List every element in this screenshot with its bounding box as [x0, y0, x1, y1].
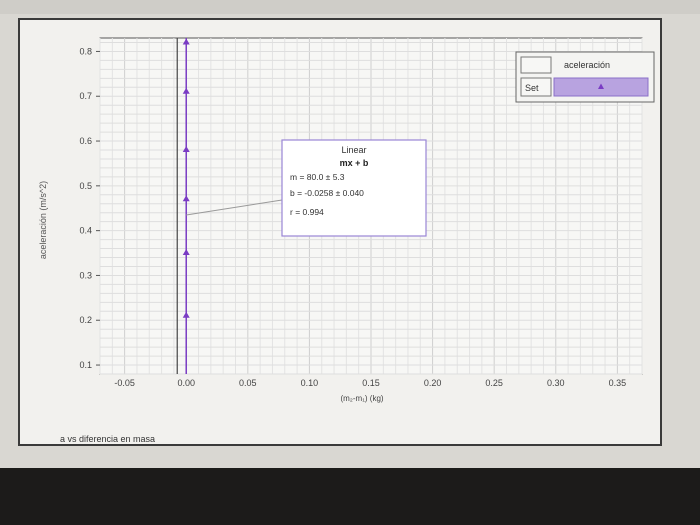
chart-svg: 0.1 0.2 0.3 0.4 0.5 0.6 0.7 0.8 -0.05 0.00 0.05 0.1… [38, 37, 655, 403]
y-tick-label: 0.6 [79, 136, 92, 146]
fit-r: r = 0.994 [290, 207, 324, 217]
x-tick-label: 0.30 [547, 378, 565, 388]
y-tick-label: 0.2 [79, 315, 92, 325]
x-tick-label: 0.35 [609, 378, 627, 388]
data-point [182, 87, 190, 94]
y-tick-label: 0.5 [79, 181, 92, 191]
x-axis-title: (m₂-m₁) (kg) [340, 394, 383, 403]
data-point [182, 195, 190, 202]
x-tick-label: 0.15 [362, 378, 380, 388]
legend-set-cell [520, 77, 552, 97]
legend-set-label: Set [525, 83, 539, 93]
x-tick-label: 0.00 [177, 378, 195, 388]
fit-equation: mx + b [340, 158, 369, 168]
fit-m: m = 80.0 ± 5.3 [290, 172, 345, 182]
data-point [182, 249, 190, 256]
y-axis-title: aceleración (m/s^2) [38, 181, 48, 259]
legend-color-swatch [520, 56, 552, 74]
x-tick-label: -0.05 [114, 378, 135, 388]
photo-bottom-edge [0, 468, 700, 525]
chart-footer-label: a vs diferencia en masa [60, 434, 156, 444]
fit-title: Linear [341, 145, 366, 155]
y-tick-label: 0.7 [79, 91, 92, 101]
fit-box [281, 139, 427, 237]
x-tick-label: 0.25 [485, 378, 503, 388]
legend-header: aceleración [564, 60, 610, 70]
x-tick-label: 0.10 [301, 378, 319, 388]
y-tick-label: 0.1 [79, 360, 92, 370]
x-tick-label: 0.20 [424, 378, 442, 388]
data-point [182, 38, 190, 45]
fit-callout-line [186, 199, 283, 216]
chart-window: 0.1 0.2 0.3 0.4 0.5 0.6 0.7 0.8 -0.05 0.00 0.05 0.1… [18, 18, 662, 446]
y-tick-label: 0.8 [79, 46, 92, 56]
x-tick-label: 0.05 [239, 378, 257, 388]
y-tick-label: 0.4 [79, 226, 92, 236]
photo-top-edge [0, 0, 700, 14]
y-tick-label: 0.3 [79, 270, 92, 280]
legend-marker [598, 83, 604, 89]
data-point [182, 146, 190, 152]
data-point [182, 311, 190, 318]
fit-b: b = -0.0258 ± 0.040 [290, 188, 364, 198]
